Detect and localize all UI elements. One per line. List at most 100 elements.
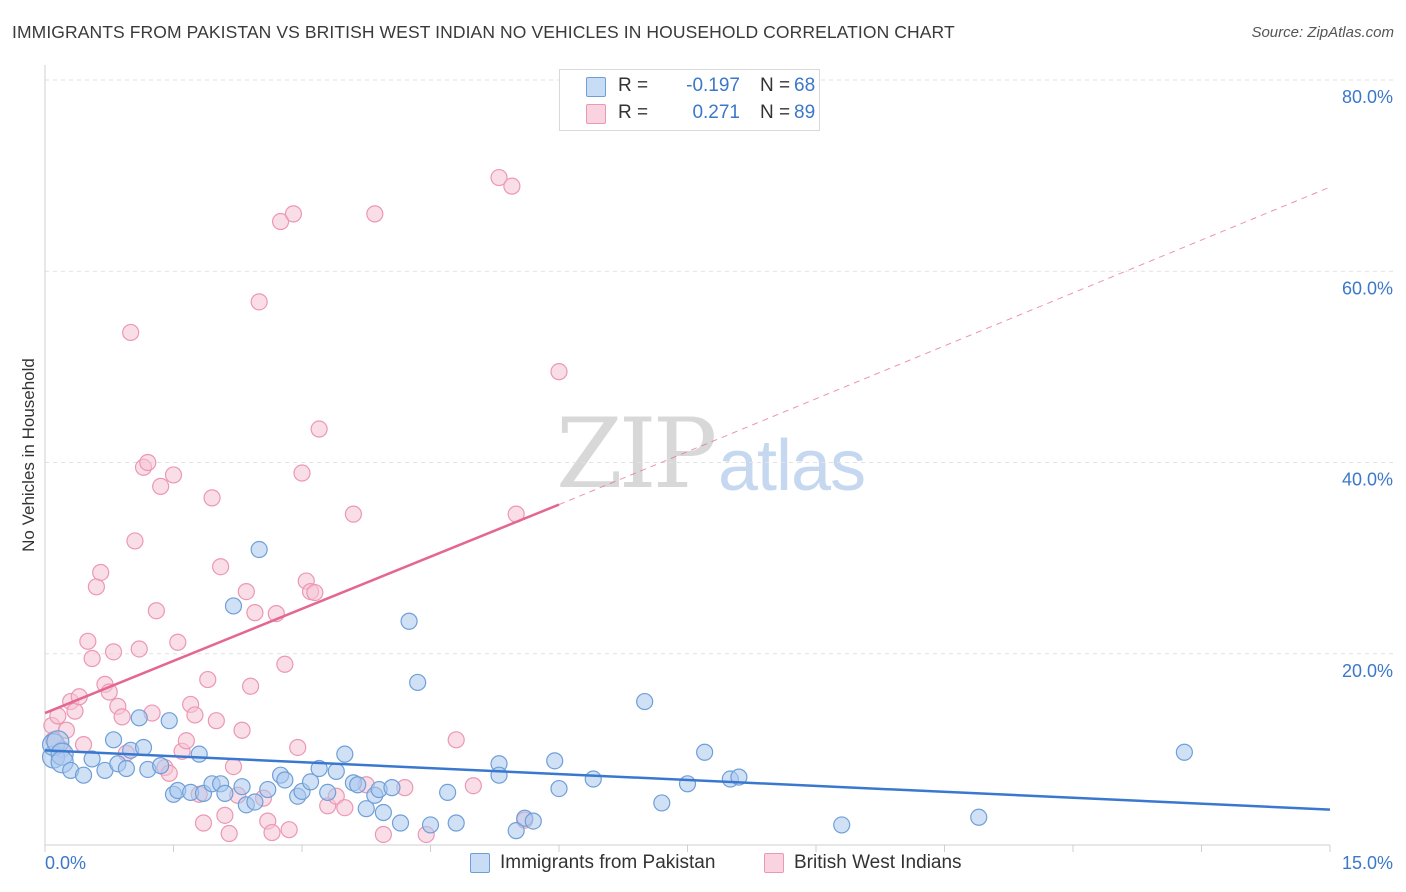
axes (44, 65, 1331, 852)
point-pakistan (160, 712, 178, 730)
bottom-legend-label: British West Indians (794, 852, 962, 873)
point-bwi (344, 505, 362, 523)
legend-swatch-pink (586, 104, 606, 124)
point-pakistan (349, 776, 367, 794)
y-tick-label: 20.0% (1342, 661, 1393, 681)
point-bwi (271, 212, 290, 231)
point-bwi (250, 293, 268, 311)
point-pakistan (391, 814, 410, 832)
point-bwi (306, 583, 324, 602)
point-pakistan (409, 673, 427, 692)
point-bwi (199, 670, 217, 689)
legend-r-value: -0.197 (686, 75, 740, 96)
point-bwi (447, 731, 465, 749)
x-tick-label-min: 0.0% (45, 853, 86, 873)
correlation-legend: R = -0.197 N = 68 R = 0.271 N = 89 (559, 69, 820, 131)
legend-n-value: 68 (794, 75, 816, 96)
point-pakistan (190, 745, 208, 763)
legend-r-value: 0.271 (692, 102, 740, 123)
watermark-atlas: atlas (718, 426, 866, 506)
point-pakistan (336, 745, 354, 763)
point-bwi (374, 825, 392, 844)
point-pakistan (104, 731, 123, 749)
point-pakistan (301, 773, 320, 791)
point-bwi (130, 640, 148, 658)
point-pakistan (134, 738, 153, 757)
point-pakistan (152, 757, 170, 775)
point-pakistan (233, 778, 251, 796)
point-pakistan (259, 780, 277, 799)
point-bwi (237, 582, 255, 601)
point-pakistan (327, 762, 345, 780)
point-pakistan (584, 770, 602, 788)
point-pakistan (130, 709, 148, 727)
point-pakistan (216, 784, 234, 802)
point-pakistan (310, 759, 328, 778)
legend-n-label: N = (760, 102, 791, 123)
point-bwi (310, 420, 328, 438)
point-pakistan (319, 783, 337, 802)
point-bwi (87, 578, 106, 596)
legend-r-label: R = (618, 102, 649, 123)
point-bwi (203, 489, 221, 507)
point-bwi (164, 466, 183, 484)
bottom-legend-swatch-blue (470, 853, 490, 873)
point-pakistan (117, 759, 135, 778)
point-pakistan (224, 597, 243, 615)
y-tick-label: 60.0% (1342, 278, 1393, 298)
point-bwi (113, 708, 131, 726)
point-pakistan (507, 822, 525, 840)
point-bwi (122, 323, 140, 342)
point-bwi (79, 632, 97, 650)
point-bwi (186, 706, 204, 724)
point-bwi (216, 806, 234, 824)
point-pakistan (550, 779, 568, 798)
legend-r-label: R = (618, 75, 649, 96)
point-pakistan (1175, 743, 1193, 761)
point-pakistan (383, 779, 401, 797)
point-pakistan (636, 692, 654, 711)
trend-line-pakistan (44, 749, 1331, 811)
point-bwi (242, 677, 260, 695)
source-label: Source: ZipAtlas.com (1251, 24, 1394, 41)
point-pakistan (490, 766, 508, 784)
point-bwi (220, 824, 238, 843)
point-pakistan (653, 794, 671, 812)
point-pakistan (421, 816, 440, 834)
chart-title: IMMIGRANTS FROM PAKISTAN VS BRITISH WEST… (12, 22, 955, 42)
point-bwi (263, 823, 281, 842)
legend-n-value: 89 (794, 102, 816, 123)
point-bwi (152, 477, 170, 496)
point-bwi (276, 655, 294, 673)
grid-lines (45, 79, 1395, 655)
point-pakistan (374, 803, 392, 822)
point-bwi (169, 633, 187, 651)
trend-line-bwi-extension (558, 186, 1331, 506)
point-bwi (284, 205, 303, 223)
y-tick-label: 80.0% (1342, 87, 1393, 107)
point-bwi (366, 205, 384, 223)
point-bwi (280, 821, 298, 839)
point-pakistan (246, 793, 264, 811)
point-bwi (74, 735, 93, 754)
point-bwi (147, 602, 165, 620)
point-pakistan (447, 814, 465, 832)
point-bwi (246, 604, 264, 622)
point-pakistan (546, 752, 564, 770)
point-bwi (293, 464, 311, 482)
point-bwi (464, 777, 482, 795)
point-pakistan (250, 540, 268, 559)
point-pakistan (276, 771, 294, 789)
point-bwi (194, 814, 213, 832)
point-pakistan (696, 743, 714, 761)
point-pakistan (357, 800, 375, 818)
point-bwi (224, 757, 243, 776)
data-points (41, 168, 1193, 844)
trend-line-bwi (44, 503, 560, 715)
point-bwi (139, 453, 157, 472)
point-pakistan (83, 750, 101, 768)
point-bwi (503, 177, 521, 195)
point-bwi (104, 643, 123, 661)
point-bwi (83, 649, 101, 668)
